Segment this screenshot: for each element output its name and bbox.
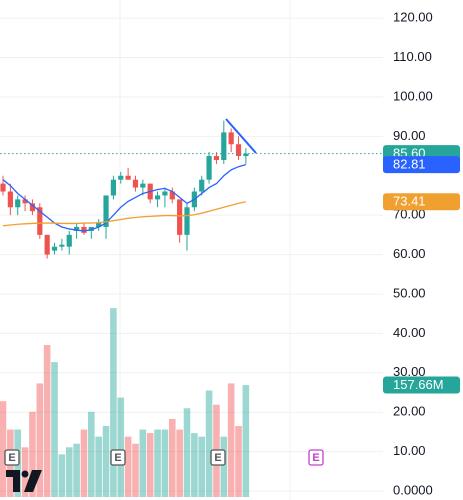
moving-average xyxy=(2,201,247,227)
candle-body xyxy=(29,203,36,212)
candle-body xyxy=(44,234,50,255)
price-badge-label: 82.81 xyxy=(393,157,426,172)
volume-bar xyxy=(176,429,183,497)
volume-bar xyxy=(51,362,58,497)
volume-bar xyxy=(58,454,66,497)
candle-body xyxy=(199,179,205,192)
volume-bar xyxy=(168,418,176,497)
y-tick-label: 50.00 xyxy=(393,285,426,300)
earnings-label: E xyxy=(214,452,221,464)
candle-body xyxy=(59,244,65,247)
volume-bar xyxy=(220,436,228,497)
candle-body xyxy=(228,132,234,145)
volume-bar xyxy=(242,385,250,497)
candle-body xyxy=(51,246,58,251)
candle-body xyxy=(15,199,21,208)
price-badge xyxy=(383,156,460,174)
candle-layer xyxy=(0,120,383,259)
y-tick-label: 20.00 xyxy=(393,404,426,419)
y-tick-label: 60.00 xyxy=(393,246,426,261)
grid xyxy=(0,17,383,492)
candle-body xyxy=(74,226,80,231)
earnings-marker xyxy=(308,449,324,466)
earnings-label: E xyxy=(8,452,15,464)
moving-average xyxy=(2,164,247,232)
earnings-marker xyxy=(210,449,226,466)
volume-bar xyxy=(124,436,132,497)
axis-labels: 0.0000 10.00 20.00 30.00 40.00 50.00 60.00 70.0… xyxy=(4,10,460,497)
volume-bar xyxy=(117,397,125,497)
volume-bar xyxy=(132,443,139,497)
candle-body xyxy=(221,132,227,160)
candle-body xyxy=(103,195,109,227)
volume-bar xyxy=(146,433,154,497)
volume-bar xyxy=(73,443,80,497)
candle-body xyxy=(125,175,131,180)
candle-body xyxy=(110,179,116,196)
y-tick-label: 70.00 xyxy=(393,207,426,222)
y-tick-label: 120.00 xyxy=(393,10,433,25)
candle-body xyxy=(66,234,72,247)
volume-bar xyxy=(95,436,102,497)
volume-bar xyxy=(235,426,242,497)
candle-body xyxy=(88,226,94,231)
volume-bar xyxy=(227,383,235,497)
earnings-marker xyxy=(110,449,126,466)
candle-body xyxy=(7,191,13,208)
y-tick-label: 110.00 xyxy=(393,49,432,64)
volume-bar xyxy=(80,429,88,497)
y-tick-label: 90.00 xyxy=(393,128,426,143)
volume-bar xyxy=(139,429,147,497)
volume-bar xyxy=(183,408,191,497)
candle-body xyxy=(177,199,183,235)
candle-body xyxy=(37,207,43,235)
y-tick-label: 0.0000 xyxy=(393,482,433,497)
volume-bar xyxy=(88,411,95,497)
volume-bar xyxy=(43,345,51,497)
y-tick-label: 10.00 xyxy=(393,443,426,458)
candle-body xyxy=(118,175,124,180)
volume-bar xyxy=(154,429,161,497)
volume-bar xyxy=(110,308,117,497)
y-tick-label: 40.00 xyxy=(393,325,426,340)
candle-body xyxy=(0,183,6,192)
candle-body xyxy=(132,179,139,188)
candle-body xyxy=(169,191,175,200)
candle-body xyxy=(140,183,146,188)
volume-bar xyxy=(161,429,169,497)
earnings-label: E xyxy=(114,452,121,464)
price-badge-label: 157.66M xyxy=(393,377,444,392)
volume-bar xyxy=(0,401,7,497)
earnings-marker xyxy=(4,449,20,466)
volume-bar xyxy=(191,433,198,497)
trend-line xyxy=(225,118,257,154)
candle-body xyxy=(206,156,212,180)
volume-bar xyxy=(102,426,110,497)
candle-body xyxy=(154,195,161,200)
volume-bar xyxy=(198,436,206,497)
candle-body xyxy=(96,223,102,227)
candle-body xyxy=(243,153,249,157)
volume-bar xyxy=(36,383,44,497)
volume-bar xyxy=(205,390,213,497)
earnings-label: E xyxy=(312,452,319,464)
price-badge-label: 73.41 xyxy=(393,194,426,209)
candle-body xyxy=(213,156,220,160)
volume-bar xyxy=(29,411,36,497)
volume-layer xyxy=(0,308,250,497)
price-badge xyxy=(383,376,460,394)
y-tick-label: 30.00 xyxy=(393,364,426,379)
candle-body xyxy=(162,191,168,196)
tv-logo xyxy=(6,470,42,492)
candle-body xyxy=(81,226,87,233)
price-badge xyxy=(383,193,460,211)
candle-body xyxy=(235,144,242,157)
candle-body xyxy=(184,207,190,235)
y-tick-label: 100.00 xyxy=(393,88,433,103)
candle-body xyxy=(22,199,28,204)
volume-bar xyxy=(65,447,73,497)
